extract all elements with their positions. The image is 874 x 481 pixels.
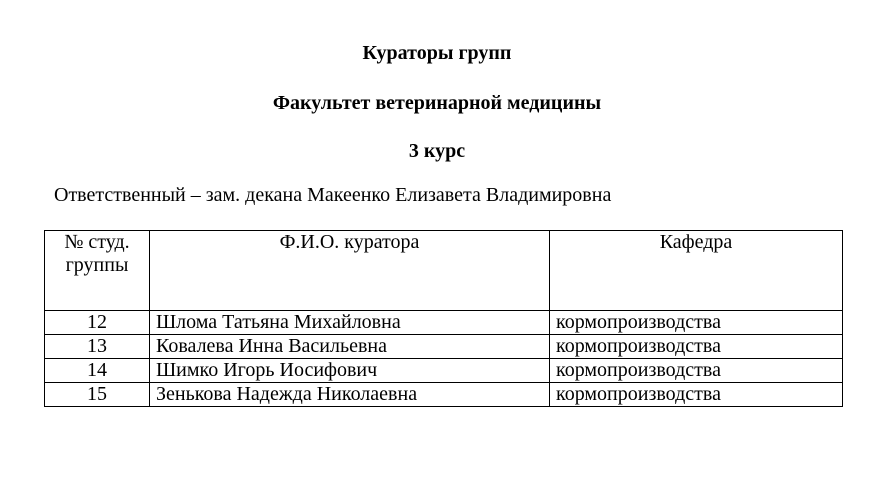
course: 3 курс	[408, 140, 466, 162]
table-row: 14 Шимко Игорь Иосифович кормопроизводства	[44, 358, 843, 383]
curator: Шимко Игорь Иосифович	[149, 358, 550, 383]
curator: Ковалева Инна Васильевна	[149, 334, 550, 359]
group: 14	[44, 358, 150, 383]
curator: Шлома Татьяна Михайловна	[149, 310, 550, 335]
curator: Зенькова Надежда Николаевна	[149, 382, 550, 407]
responsible: Ответственный – зам. декана Макеенко Ели…	[54, 184, 612, 206]
table-row: 13 Ковалева Инна Васильевна кормопроизводс…	[44, 334, 843, 359]
header-department: Кафедра	[549, 230, 843, 311]
curators-table: № студ. группы Ф.И.О. куратора Кафедра 1…	[44, 230, 843, 407]
department: кормопроизводства	[549, 334, 843, 359]
table-row: 15 Зенькова Надежда Николаевна кормопроизв…	[44, 382, 843, 407]
title: Кураторы групп	[362, 42, 512, 64]
faculty: Факультет ветеринарной медицины	[272, 92, 602, 114]
department: кормопроизводства	[549, 382, 843, 407]
department: кормопроизводства	[549, 310, 843, 335]
department: кормопроизводства	[549, 358, 843, 383]
group: 12	[44, 310, 150, 335]
header-row: № студ. группы Ф.И.О. куратора Кафедра	[44, 230, 843, 311]
header-name: Ф.И.О. куратора	[149, 230, 550, 311]
group: 13	[44, 334, 150, 359]
table-row: 12 Шлома Татьяна Михайловна кормопроизводс…	[44, 310, 843, 335]
group: 15	[44, 382, 150, 407]
header-group: № студ. группы	[44, 230, 150, 311]
